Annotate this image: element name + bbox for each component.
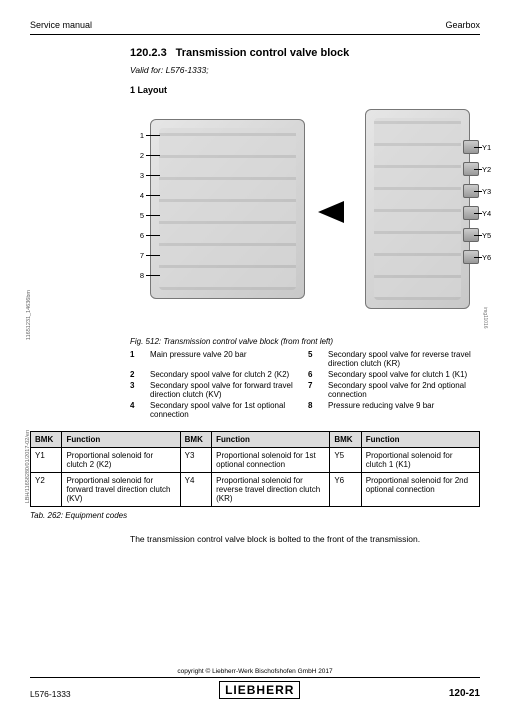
section-number: 120.2.3 bbox=[130, 47, 167, 59]
layout-heading: 1 Layout bbox=[130, 85, 480, 95]
legend-number: 5 bbox=[308, 350, 322, 368]
table-header-cell: BMK bbox=[180, 432, 211, 448]
page: Service manual Gearbox 120.2.3 Transmiss… bbox=[0, 0, 510, 713]
legend-text: Secondary spool valve for clutch 2 (K2) bbox=[150, 370, 302, 379]
y-label: Y6 bbox=[482, 253, 491, 262]
y-label: Y5 bbox=[482, 231, 491, 240]
legend-number: 7 bbox=[308, 381, 322, 399]
legend-number: 6 bbox=[308, 370, 322, 379]
table-cell: Y4 bbox=[180, 473, 211, 507]
figure: 12345678 Y1Y2Y3Y4Y5Y6 img11016 bbox=[130, 101, 480, 331]
table-row: Y1Proportional solenoid for clutch 2 (K2… bbox=[31, 448, 480, 473]
table-cell: Proportional solenoid for forward travel… bbox=[62, 473, 180, 507]
table-caption: Tab. 262: Equipment codes bbox=[30, 511, 480, 520]
table-cell: Proportional solenoid for reverse travel… bbox=[212, 473, 330, 507]
table-cell: Proportional solenoid for 2nd optional c… bbox=[361, 473, 479, 507]
table-cell: Y5 bbox=[330, 448, 361, 473]
callout-number: 1 bbox=[134, 131, 144, 140]
y-label: Y4 bbox=[482, 209, 491, 218]
table-cell: Y1 bbox=[31, 448, 62, 473]
callout-number: 3 bbox=[134, 171, 144, 180]
leader-line bbox=[146, 135, 160, 136]
table-header-cell: Function bbox=[212, 432, 330, 448]
table-cell: Proportional solenoid for 1st optional c… bbox=[212, 448, 330, 473]
legend-number: 1 bbox=[130, 350, 144, 368]
brand-logo: LIEBHERR bbox=[219, 681, 300, 699]
leader-line bbox=[474, 213, 482, 214]
legend-text: Main pressure valve 20 bar bbox=[150, 350, 302, 368]
page-number: 120-21 bbox=[449, 688, 480, 699]
side-code-left: LBH/11658280/01/2017-02/en bbox=[26, 430, 32, 503]
legend-text: Pressure reducing valve 9 bar bbox=[328, 401, 480, 419]
leader-line bbox=[146, 275, 160, 276]
callout-number: 8 bbox=[134, 271, 144, 280]
equipment-table: BMKFunctionBMKFunctionBMKFunction Y1Prop… bbox=[30, 431, 480, 507]
leader-line bbox=[146, 195, 160, 196]
leader-line bbox=[146, 175, 160, 176]
table-body: Y1Proportional solenoid for clutch 2 (K2… bbox=[31, 448, 480, 507]
table-header-cell: BMK bbox=[31, 432, 62, 448]
legend-number: 4 bbox=[130, 401, 144, 419]
legend-text: Secondary spool valve for forward travel… bbox=[150, 381, 302, 399]
valid-for: Valid for: L576-1333; bbox=[130, 65, 480, 75]
table-cell: Proportional solenoid for clutch 2 (K2) bbox=[62, 448, 180, 473]
leader-line bbox=[474, 147, 482, 148]
page-footer: copyright © Liebherr-Werk Bischofshofen … bbox=[30, 668, 480, 699]
figure-legend: 1 Main pressure valve 20 bar 5 Secondary sp… bbox=[130, 350, 480, 419]
table-cell: Proportional solenoid for clutch 1 (K1) bbox=[361, 448, 479, 473]
header-rule bbox=[30, 34, 480, 35]
side-code-left-2: 11651231_14636bm bbox=[26, 290, 32, 340]
legend-text: Secondary spool valve for clutch 1 (K1) bbox=[328, 370, 480, 379]
callout-number: 4 bbox=[134, 191, 144, 200]
leader-line bbox=[474, 191, 482, 192]
legend-text: Secondary spool valve for 2nd optional c… bbox=[328, 381, 480, 399]
legend-number: 8 bbox=[308, 401, 322, 419]
legend-number: 3 bbox=[130, 381, 144, 399]
header-left: Service manual bbox=[30, 20, 92, 30]
legend-text: Secondary spool valve for reverse travel… bbox=[328, 350, 480, 368]
table-header-row: BMKFunctionBMKFunctionBMKFunction bbox=[31, 432, 480, 448]
leader-line bbox=[146, 215, 160, 216]
table-header-cell: Function bbox=[62, 432, 180, 448]
section-heading: 120.2.3 Transmission control valve block bbox=[130, 47, 480, 59]
leader-line bbox=[474, 169, 482, 170]
body-paragraph: The transmission control valve block is … bbox=[130, 534, 480, 544]
y-label: Y2 bbox=[482, 165, 491, 174]
callout-number: 2 bbox=[134, 151, 144, 160]
footer-rule bbox=[30, 677, 480, 678]
leader-line bbox=[146, 235, 160, 236]
legend-text: Secondary spool valve for 1st optional c… bbox=[150, 401, 302, 419]
table-cell: Y6 bbox=[330, 473, 361, 507]
table-header-cell: Function bbox=[361, 432, 479, 448]
image-code: img11016 bbox=[482, 307, 488, 329]
table-header-cell: BMK bbox=[330, 432, 361, 448]
leader-line bbox=[146, 255, 160, 256]
figure-caption: Fig. 512: Transmission control valve blo… bbox=[130, 337, 480, 346]
y-label: Y1 bbox=[482, 143, 491, 152]
callout-number: 7 bbox=[134, 251, 144, 260]
callout-number: 6 bbox=[134, 231, 144, 240]
doc-code: L576-1333 bbox=[30, 689, 71, 699]
table-row: Y2Proportional solenoid for forward trav… bbox=[31, 473, 480, 507]
leader-line bbox=[474, 257, 482, 258]
page-header: Service manual Gearbox bbox=[30, 20, 480, 30]
callout-number: 5 bbox=[134, 211, 144, 220]
section-title: Transmission control valve block bbox=[176, 47, 350, 59]
leader-line bbox=[474, 235, 482, 236]
table-cell: Y2 bbox=[31, 473, 62, 507]
legend-number: 2 bbox=[130, 370, 144, 379]
header-right: Gearbox bbox=[445, 20, 480, 30]
y-label: Y3 bbox=[482, 187, 491, 196]
table-cell: Y3 bbox=[180, 448, 211, 473]
valve-block-left-view bbox=[150, 119, 305, 299]
leader-line bbox=[146, 155, 160, 156]
valve-block-right-view bbox=[365, 109, 470, 309]
pointer-triangle bbox=[318, 201, 344, 223]
content-column: 120.2.3 Transmission control valve block… bbox=[130, 47, 480, 419]
copyright: copyright © Liebherr-Werk Bischofshofen … bbox=[30, 668, 480, 675]
